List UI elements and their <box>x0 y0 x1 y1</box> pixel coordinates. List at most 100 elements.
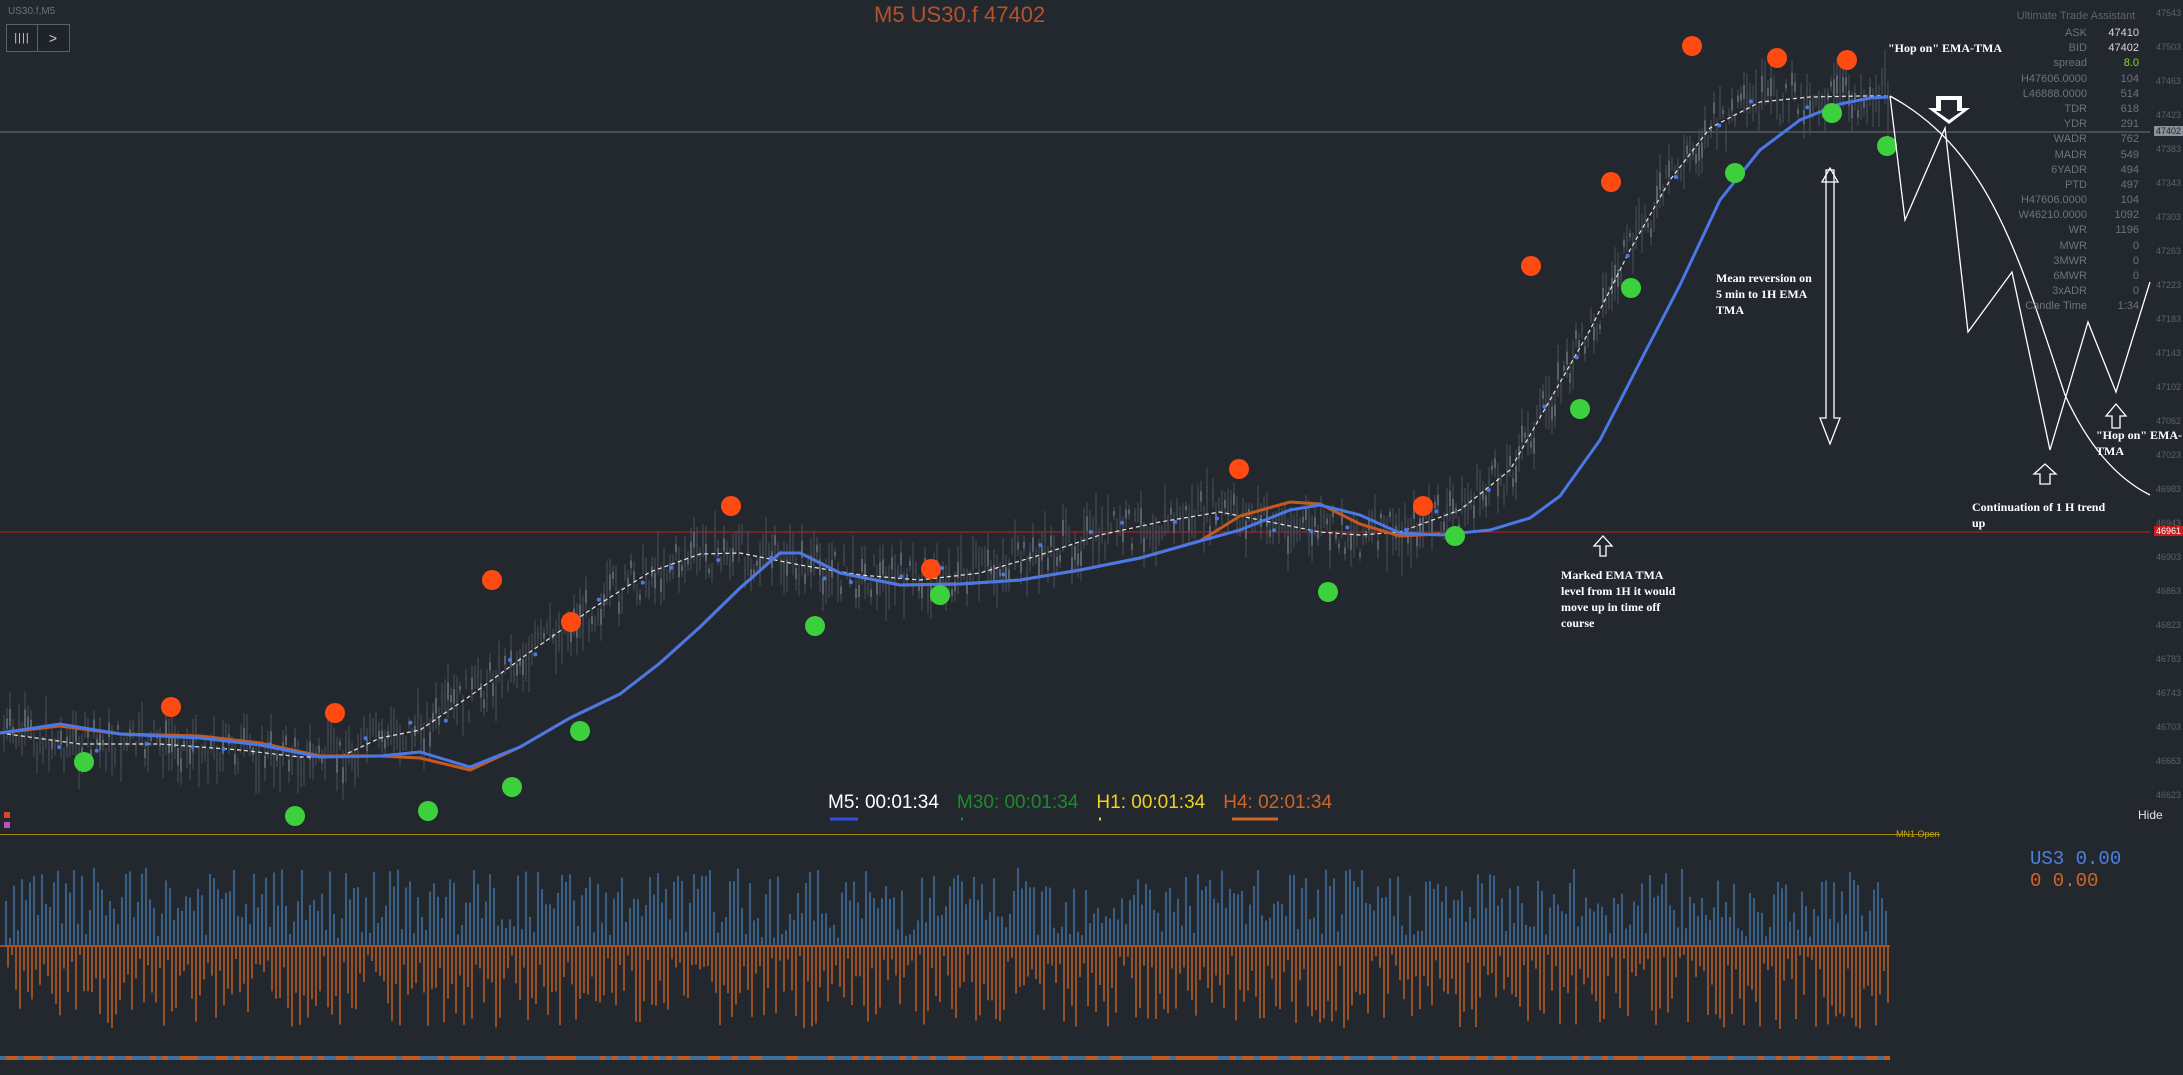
candle-body <box>1884 67 1886 86</box>
candle-body <box>1011 543 1013 550</box>
hide-button[interactable]: Hide <box>2138 808 2163 822</box>
sell-signal-dot <box>721 496 741 516</box>
candle-body <box>1572 356 1574 373</box>
candle-body <box>1863 98 1865 108</box>
next-button[interactable]: > <box>48 30 58 46</box>
strip-segment <box>174 1056 180 1060</box>
strip-segment <box>1668 1056 1674 1060</box>
candle-body <box>1695 154 1697 164</box>
strip-segment <box>888 1056 894 1060</box>
candle-body <box>1875 87 1877 100</box>
candle-body <box>333 736 335 745</box>
candle-body <box>1518 446 1520 459</box>
strip-segment <box>960 1056 966 1060</box>
candle-body <box>1014 536 1016 553</box>
candle-body <box>1329 531 1331 551</box>
candle-body <box>1086 516 1088 531</box>
candle-body <box>42 745 44 755</box>
candle-body <box>366 739 368 752</box>
candle-body <box>1230 498 1232 508</box>
strip-segment <box>744 1056 750 1060</box>
panel-row-value: 618 <box>2120 102 2139 115</box>
candle-body <box>1320 508 1322 523</box>
strip-segment <box>1614 1056 1620 1060</box>
strip-segment <box>402 1056 408 1060</box>
level-price-tag: 46961 <box>2153 526 2183 536</box>
candle-body <box>507 684 509 689</box>
histogram-indicator[interactable] <box>0 838 2183 1060</box>
candle-body <box>201 750 203 758</box>
candle-body <box>306 744 308 750</box>
strip-segment <box>834 1056 840 1060</box>
candle-body <box>780 561 782 574</box>
candle-body <box>1209 526 1211 536</box>
candle-body <box>1272 522 1274 534</box>
candle-body <box>525 656 527 669</box>
signal-marker-dot <box>363 736 368 741</box>
candle-body <box>387 731 389 739</box>
strip-segment <box>906 1056 912 1060</box>
candle-body <box>927 592 929 604</box>
strip-segment <box>1236 1056 1242 1060</box>
candle-body <box>75 726 77 742</box>
candle-body <box>1839 83 1841 100</box>
strip-segment <box>108 1056 114 1060</box>
strip-segment <box>144 1056 150 1060</box>
legend-line-2: 0 0.00 <box>2030 870 2099 892</box>
strip-segment <box>1518 1056 1524 1060</box>
strip-segment <box>1716 1056 1722 1060</box>
candle-body <box>591 616 593 625</box>
strip-segment <box>1056 1056 1062 1060</box>
candle-body <box>1218 502 1220 507</box>
price-chart[interactable] <box>0 0 2183 835</box>
candle-body <box>1887 99 1889 119</box>
strip-segment <box>522 1056 528 1060</box>
strip-segment <box>1830 1056 1836 1060</box>
candle-body <box>216 758 218 771</box>
panel-row-label: spread <box>2053 57 2087 70</box>
candle-body <box>1626 233 1628 243</box>
strip-segment <box>762 1056 768 1060</box>
strip-segment <box>1434 1056 1440 1060</box>
strip-segment <box>198 1056 204 1060</box>
candle-body <box>1374 507 1376 521</box>
strip-segment <box>690 1056 696 1060</box>
strip-segment <box>264 1056 270 1060</box>
strip-segment <box>1872 1056 1878 1060</box>
strip-segment <box>1062 1056 1068 1060</box>
strip-segment <box>1542 1056 1548 1060</box>
candle-body <box>1062 520 1064 536</box>
strip-segment <box>672 1056 678 1060</box>
candle-body <box>1668 160 1670 178</box>
candle-body <box>1155 533 1157 550</box>
candle-body <box>720 561 722 567</box>
candle-body <box>195 724 197 734</box>
candle-body <box>1563 365 1565 371</box>
signal-marker-dot <box>769 555 774 560</box>
strip-segment <box>414 1056 420 1060</box>
annotation-hop-on-top: "Hop on" EMA-TMA <box>1888 41 2002 55</box>
candle-body <box>912 560 914 578</box>
candle-body <box>294 737 296 747</box>
candle-body <box>708 568 710 574</box>
strip-segment <box>930 1056 936 1060</box>
candle-body <box>1446 502 1448 519</box>
menu-button[interactable]: |||| <box>7 25 38 51</box>
candle-body <box>498 654 500 669</box>
candle-body <box>1527 425 1529 441</box>
candle-body <box>1059 554 1061 562</box>
signal-marker-dot <box>669 565 674 570</box>
price-axis-label: 47463 <box>2155 76 2181 86</box>
strip-segment <box>1398 1056 1404 1060</box>
panel-row: PTD 497 <box>2005 178 2147 193</box>
candle-body <box>1752 97 1754 109</box>
strip-segment <box>462 1056 468 1060</box>
buy-signal-dot <box>285 806 305 826</box>
panel-row: WR 1196 <box>2005 223 2147 238</box>
strip-segment <box>1020 1056 1026 1060</box>
candle-body <box>903 587 905 603</box>
strip-segment <box>1212 1056 1218 1060</box>
strip-segment <box>1080 1056 1086 1060</box>
candle-body <box>759 556 761 572</box>
symbol-label: US30.f,M5 <box>8 6 56 17</box>
